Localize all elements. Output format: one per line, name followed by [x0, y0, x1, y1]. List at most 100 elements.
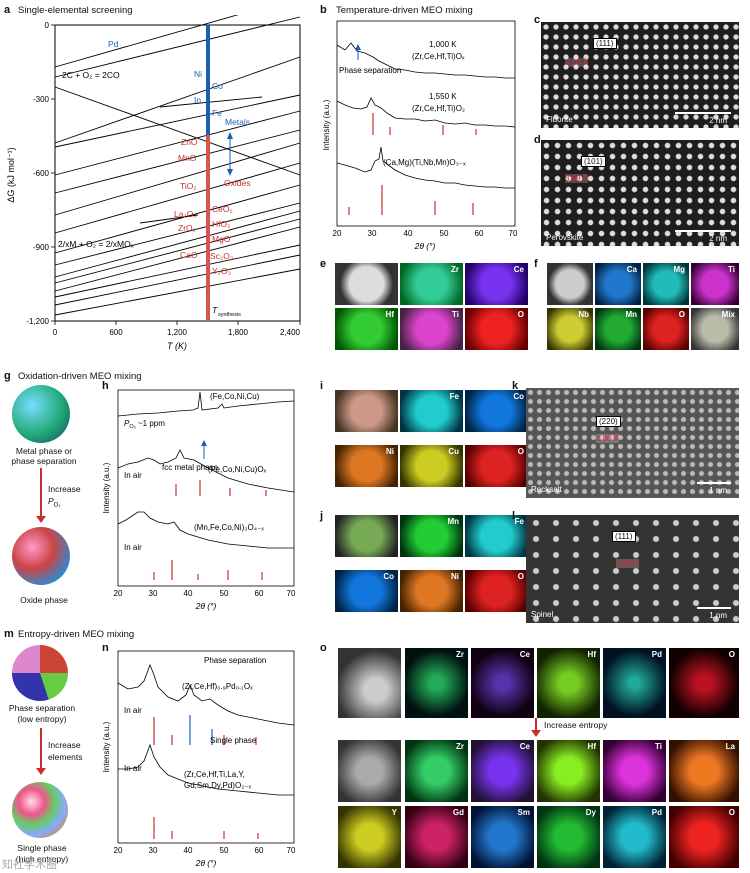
ytick-1: -300: [33, 95, 50, 104]
eds-i-fe: Fe: [400, 390, 463, 432]
t-synthesis-sub: synthesis: [218, 312, 241, 318]
panel-letter-j: j: [320, 510, 324, 522]
panel-letter-g: g: [4, 370, 11, 382]
label-zno: ZnO: [181, 137, 198, 147]
b-temp1: 1,000 K: [429, 40, 457, 49]
g-arrow-text1: Increase: [48, 484, 81, 494]
tem-image-spinel: (111) 4.99 Å Spinel 1 nm: [526, 515, 739, 623]
tem-image-fluorite: (111) 3.10 Å Fluorite 2 nm: [541, 22, 739, 128]
b-xtick: 60: [475, 229, 484, 238]
eds-o3-pd: Pd: [603, 806, 666, 868]
xtick-1: 600: [109, 328, 123, 337]
eds-o1-haadf: [338, 648, 401, 718]
eds-f-o: O: [643, 308, 689, 350]
equation-metal: 2/xM + O₂ = 2/xMOₓ: [58, 239, 134, 249]
label-co: Co: [212, 81, 223, 91]
b-comp3: (Ca,Mg)(Ti,Nb,Mn)O₃₋ₓ: [383, 158, 466, 167]
label-sc2o3: Sc₂O₃: [210, 251, 233, 261]
tem-l-label: Spinel: [531, 610, 554, 619]
n-comp2b: Gd,Sm,Dy,Pd)O₂₋ₓ: [184, 781, 252, 790]
label-ceo2: CeO₂: [212, 204, 233, 214]
eds-j-co: Co: [335, 570, 398, 612]
tem-k-dspacing: 1.86 Å: [596, 434, 620, 443]
g-top-caption: Metal phase or phase separation: [11, 446, 77, 466]
tem-d-plane: (101): [581, 156, 606, 167]
g-arrow-text2: P: [48, 496, 54, 506]
eds-o1-o: O: [669, 648, 739, 718]
n-comp1: (Zr,Ce,Hf)₀.₉Pd₀.₁Oₓ: [182, 682, 253, 691]
eds-o2-hf: Hf: [537, 740, 600, 802]
eds-f-mix: Mix: [691, 308, 739, 350]
label-ni: Ni: [194, 69, 202, 79]
ytick-0: 0: [45, 21, 50, 30]
label-mgo: MgO: [212, 234, 231, 244]
label-pd: Pd: [108, 39, 119, 49]
n-single: Single phase: [210, 736, 257, 745]
m-bottom2: (high entropy): [15, 854, 69, 864]
eds-o1-pd: Pd: [603, 648, 666, 718]
eds-o3-dy: Dy: [537, 806, 600, 868]
ytick-4: -1,200: [26, 317, 49, 326]
eds-o1-ce: Ce: [471, 648, 534, 718]
svg-text:20: 20: [114, 846, 123, 855]
xtick-2: 1,200: [167, 328, 188, 337]
label-hfo2: HfO₂: [212, 219, 230, 229]
xtick-3: 1,800: [228, 328, 249, 337]
x-axis-label: T (K): [167, 341, 187, 351]
eds-o1-zr: Zr: [405, 648, 468, 718]
panel-letter-f: f: [534, 258, 538, 270]
xtick-4: 2,400: [280, 328, 301, 337]
oxide-sphere: [12, 527, 70, 585]
ytick-3: -900: [33, 243, 50, 252]
tem-image-perovskite: (101) 3.89 Å Perovskite 2 nm: [541, 140, 739, 246]
n-ylabel: Intensity (a.u.): [102, 721, 111, 772]
tem-d-dspacing: 3.89 Å: [565, 174, 589, 183]
eds-i-co: Co: [465, 390, 528, 432]
eds-j-mix: [335, 515, 398, 557]
n-phase-sep: Phase separation: [204, 656, 266, 665]
svg-text:50: 50: [220, 589, 229, 598]
xrd-chart-h: 20 30 40 50 60 70 2θ (°) Intensity (a.u.…: [102, 389, 296, 611]
g-arrow: [40, 468, 42, 520]
label-fe: Fe: [212, 108, 222, 118]
b-comp2: (Zr,Ce,Hf,Ti)O₂: [412, 104, 465, 113]
h-comp2: (Mn,Fe,Co,Ni)₃O₄₋ₓ: [194, 523, 264, 532]
eds-o2-la: La: [669, 740, 739, 802]
eds-i-mix: [335, 390, 398, 432]
panel-title-g: Oxidation-driven MEO mixing: [18, 371, 142, 382]
svg-text:30: 30: [149, 846, 158, 855]
tem-c-label: Fluorite: [546, 115, 573, 124]
panel-letter-i: i: [320, 380, 324, 392]
m-top1: Phase separation: [8, 703, 76, 713]
svg-text:40: 40: [184, 589, 193, 598]
eds-f-mg: Mg: [643, 263, 689, 305]
n-xlabel: 2θ (°): [195, 858, 217, 868]
eds-i-ni: Ni: [335, 445, 398, 487]
equation-carbon: 2C + O₂ = 2CO: [62, 70, 120, 80]
panel-letter-n: n: [102, 642, 109, 654]
label-in: In: [194, 95, 201, 105]
tem-k-label: Rocksalt: [531, 485, 562, 494]
eds-j-mn: Mn: [400, 515, 463, 557]
eds-f-nb: Nb: [547, 308, 593, 350]
label-cao: CaO: [180, 250, 198, 260]
b-temp2: 1,550 K: [429, 92, 457, 101]
tem-k-plane: (220): [596, 416, 621, 427]
b-xtick: 20: [333, 229, 342, 238]
g-bottom-caption: Oxide phase: [20, 595, 68, 605]
b-xtick: 30: [368, 229, 377, 238]
label-zro2: ZrO₂: [178, 223, 196, 233]
tem-d-label: Perovskite: [546, 233, 584, 242]
y-axis-label: ΔG (kJ mol⁻¹): [6, 147, 16, 202]
h-air1: In air: [124, 471, 142, 480]
eds-o2-ce: Ce: [471, 740, 534, 802]
tem-d-scale: 2 nm: [709, 234, 727, 243]
phase-sep-sphere: [12, 645, 68, 701]
eds-o3-o: O: [669, 806, 739, 868]
tem-l-scale: 1 nm: [709, 611, 727, 620]
panel-letter-c: c: [534, 14, 541, 26]
xrd-chart-n: 20 30 40 50 60 70 2θ (°) Intensity (a.u.…: [102, 650, 296, 868]
xrd-chart-b: 20 30 40 50 60 70 2θ (°) Intensity (a.u.…: [322, 20, 518, 251]
panel-letter-m: m: [4, 628, 14, 640]
svg-text:70: 70: [287, 846, 296, 855]
